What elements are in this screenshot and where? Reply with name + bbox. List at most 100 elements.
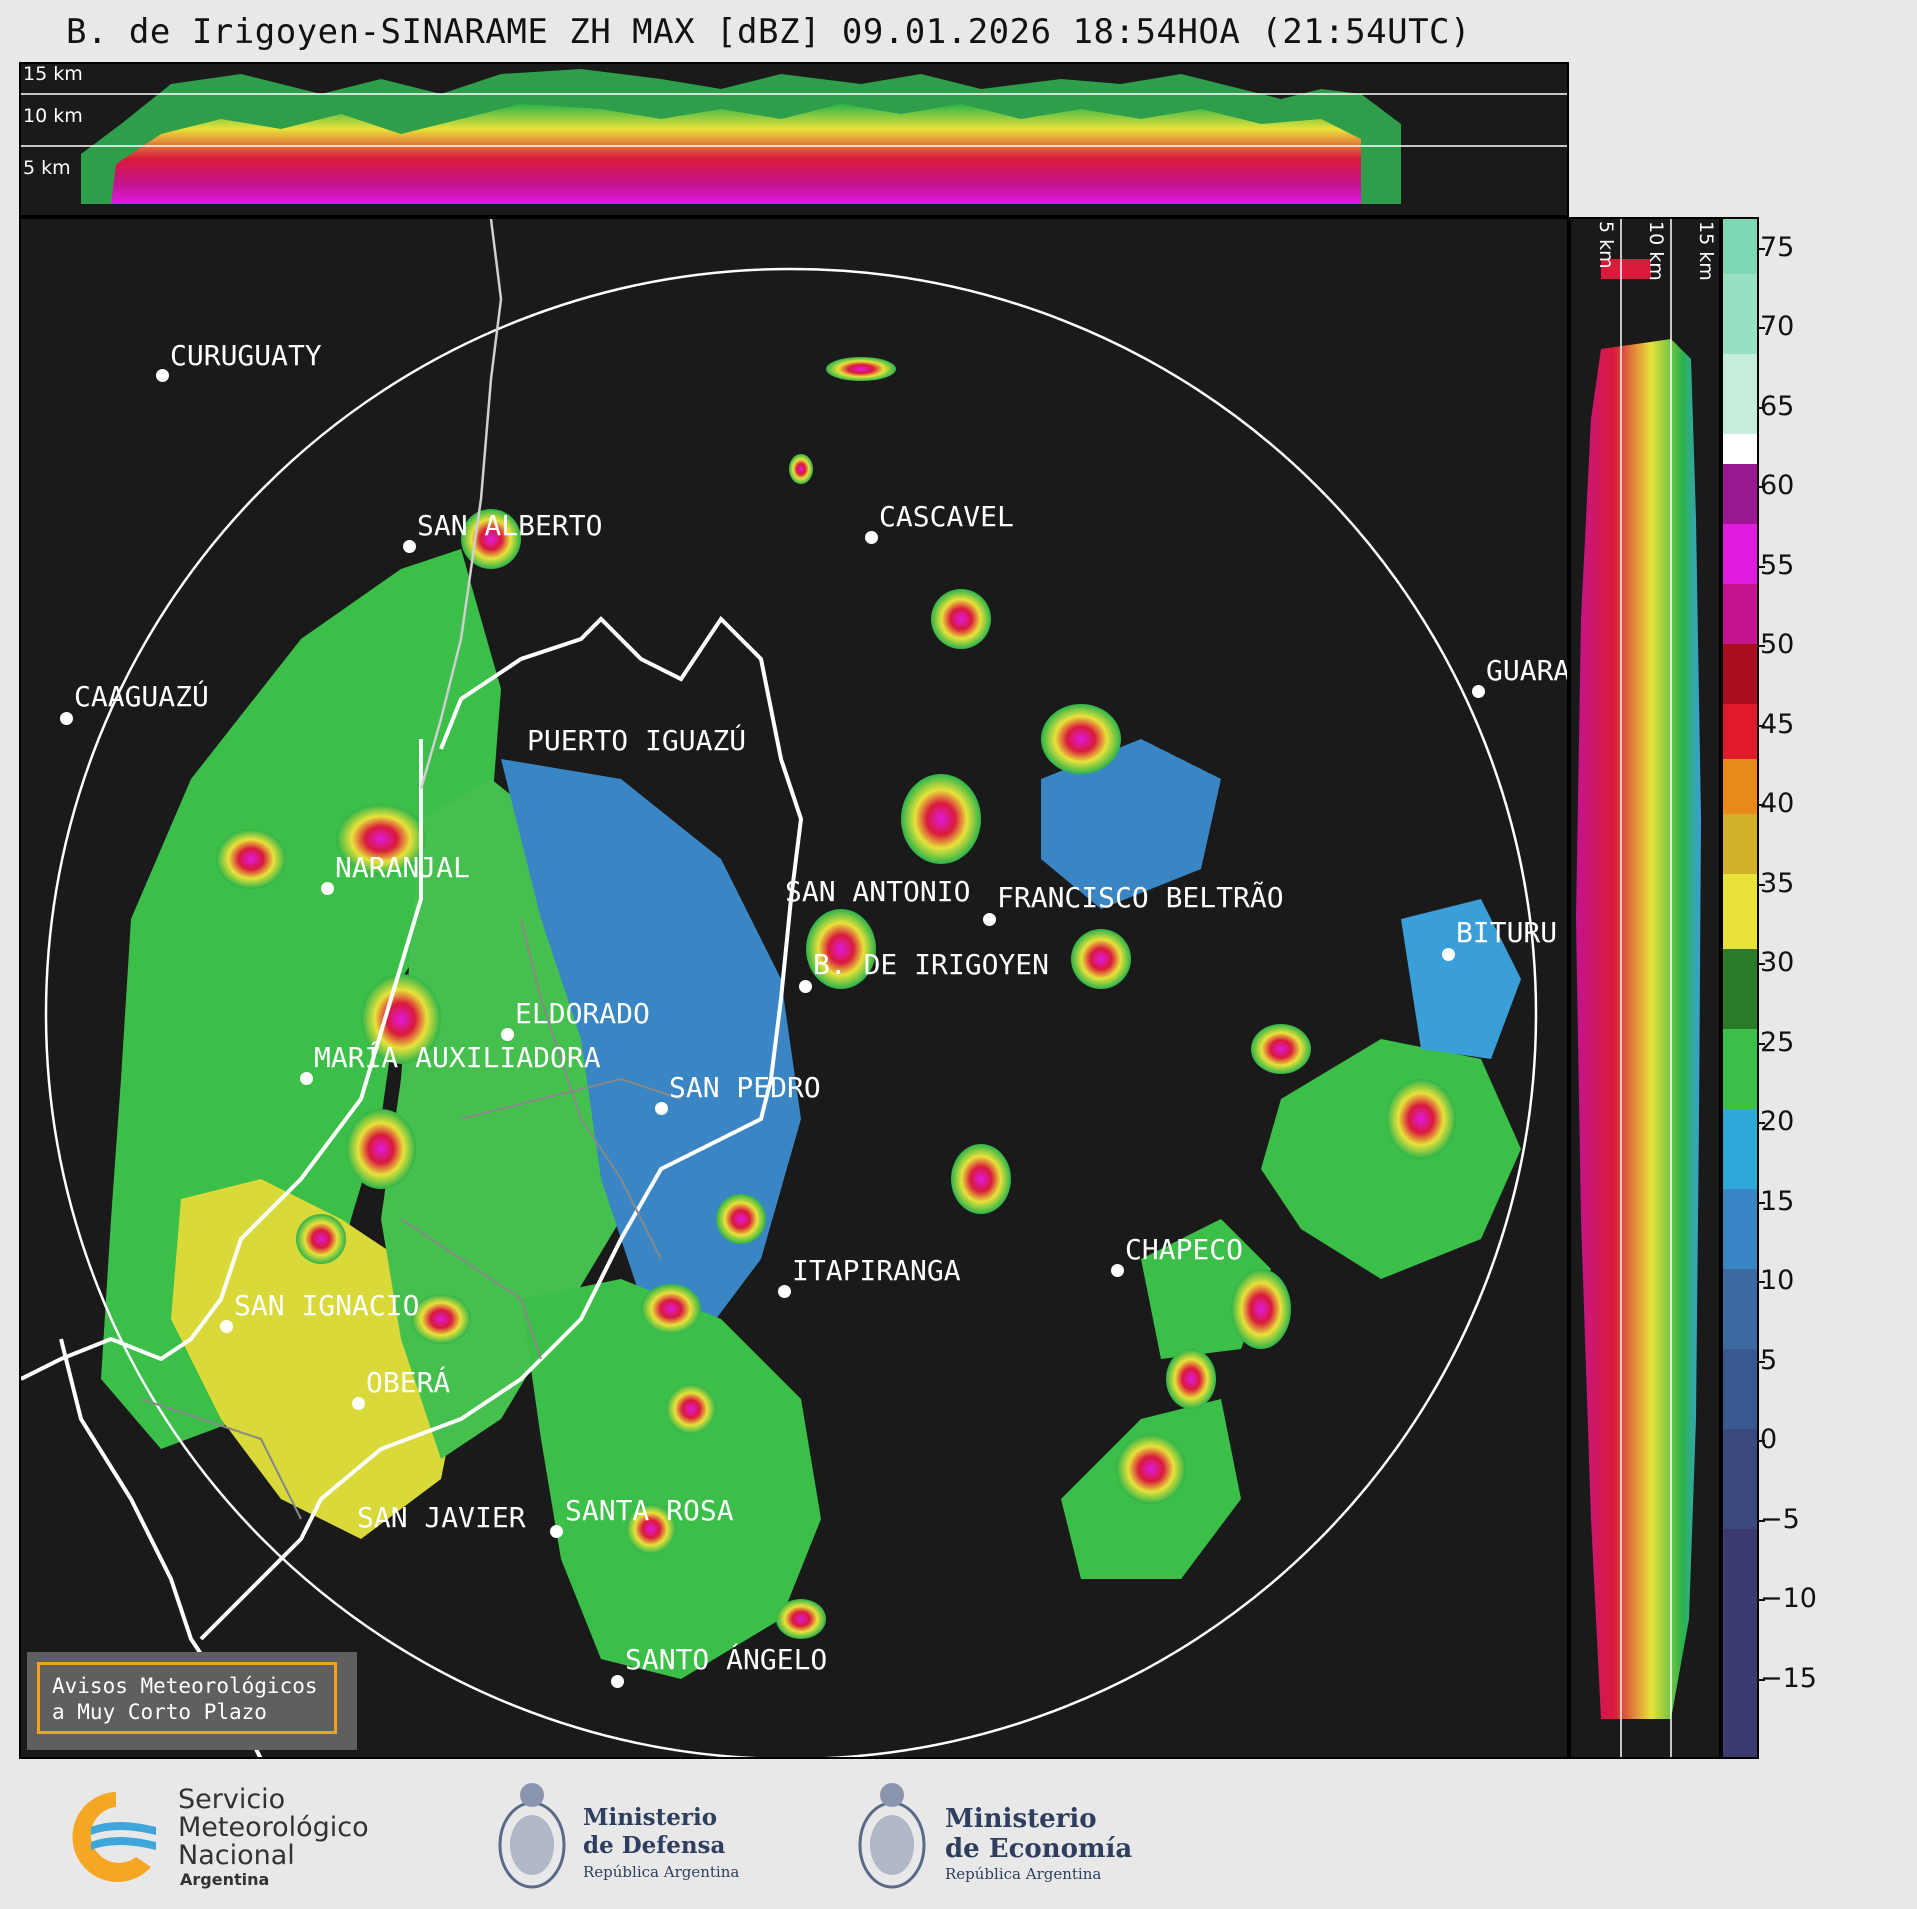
colorbar-tick-mark xyxy=(1757,883,1765,886)
colorbar-tick-label: 0 xyxy=(1760,1424,1778,1456)
city-dot-santo-angelo xyxy=(611,1675,624,1688)
city-label-curuguaty: CURUGUATY xyxy=(170,339,322,372)
colorbar-tick-mark xyxy=(1757,1519,1765,1522)
colorbar-tick-label: 55 xyxy=(1760,549,1795,581)
city-label-puerto-iguazu: PUERTO IGUAZÚ xyxy=(527,724,747,757)
colorbar-tick-mark xyxy=(1757,327,1765,330)
colorbar-tick-mark xyxy=(1757,804,1765,807)
economia-text-2: de Economía xyxy=(945,1834,1133,1864)
alert-line-1: Avisos Meteorológicos xyxy=(52,1674,318,1698)
city-label-naranjal: NARANJAL xyxy=(335,851,470,884)
colorbar-tick-label: 65 xyxy=(1760,390,1795,422)
colorbar-tick-label: 70 xyxy=(1760,311,1795,343)
colorbar-tick-label: 25 xyxy=(1760,1026,1795,1058)
smn-text-3: Nacional xyxy=(178,1840,295,1871)
defensa-text-3: República Argentina xyxy=(583,1863,740,1881)
colorbar-tick-label: 35 xyxy=(1760,867,1795,899)
city-dot-guara xyxy=(1472,685,1485,698)
city-label-san-antonio: SAN ANTONIO xyxy=(785,875,971,908)
colorbar-tick-label: 50 xyxy=(1760,629,1795,661)
radar-echoes xyxy=(21,219,1538,1757)
city-label-santa-rosa: SANTA ROSA xyxy=(565,1494,734,1527)
top-cross-section-echoes xyxy=(21,69,1567,204)
defensa-seal-icon xyxy=(498,1783,566,1889)
colorbar-tick-mark xyxy=(1757,963,1765,966)
city-label-santo-angelo: SANTO ÁNGELO xyxy=(625,1643,828,1676)
city-label-san-alberto: SAN ALBERTO xyxy=(417,509,603,542)
economia-text-1: Ministerio xyxy=(945,1804,1097,1834)
side-cross-section: 5 km 10 km 15 km xyxy=(1569,217,1721,1759)
city-label-guara: GUARA xyxy=(1486,654,1569,687)
city-label-san-pedro: SAN PEDRO xyxy=(669,1071,821,1104)
alert-box[interactable]: Avisos Meteorológicos a Muy Corto Plazo xyxy=(27,1652,357,1750)
economia-text-3: República Argentina xyxy=(945,1865,1102,1883)
smn-text-1: Servicio xyxy=(178,1784,286,1815)
city-dot-maria-auxiliadora xyxy=(300,1072,313,1085)
colorbar-tick-mark xyxy=(1757,1042,1765,1045)
colorbar-tick-mark xyxy=(1757,724,1765,727)
smn-text-2: Meteorológico xyxy=(178,1812,369,1843)
page-title: B. de Irigoyen-SINARAME ZH MAX [dBZ] 09.… xyxy=(66,12,1471,52)
colorbar-tick-mark xyxy=(1757,486,1765,489)
city-dot-obera xyxy=(352,1397,365,1410)
city-dot-san-alberto xyxy=(403,540,416,553)
city-label-san-javier: SAN JAVIER xyxy=(357,1501,526,1534)
side-cross-section-echoes xyxy=(1576,219,1701,1757)
colorbar-tick-mark xyxy=(1757,1122,1765,1125)
side-altitude-15km: 15 km xyxy=(1695,221,1717,281)
city-dot-itapiranga xyxy=(778,1285,791,1298)
colorbar-tick-label: 20 xyxy=(1760,1106,1795,1138)
colorbar-tick-label: −10 xyxy=(1760,1583,1817,1615)
colorbar-tick-label: 30 xyxy=(1760,947,1795,979)
colorbar-tick-label: 45 xyxy=(1760,708,1795,740)
colorbar-tick-mark xyxy=(1757,1360,1765,1363)
city-dot-san-ignacio xyxy=(220,1320,233,1333)
city-dot-san-pedro xyxy=(655,1102,668,1115)
smn-text-4: Argentina xyxy=(180,1870,270,1889)
city-dot-b-de-irigoyen xyxy=(799,980,812,993)
colorbar xyxy=(1721,217,1759,1759)
colorbar-tick-mark xyxy=(1757,1599,1765,1602)
colorbar-tick-label: −15 xyxy=(1760,1662,1817,1694)
colorbar-gradient xyxy=(1723,219,1757,1757)
smn-logo-icon xyxy=(72,1792,156,1882)
city-label-francisco-beltrao: FRANCISCO BELTRÃO xyxy=(997,881,1284,914)
colorbar-tick-mark xyxy=(1757,565,1765,568)
city-dot-cascavel xyxy=(865,531,878,544)
top-cross-section: 15 km 10 km 5 km xyxy=(19,62,1569,217)
colorbar-tick-label: 5 xyxy=(1760,1344,1778,1376)
colorbar-tick-label: 10 xyxy=(1760,1265,1795,1297)
colorbar-tick-label: 60 xyxy=(1760,470,1795,502)
city-label-maria-auxiliadora: MARÍA AUXILIADORA xyxy=(314,1041,601,1074)
colorbar-tick-mark xyxy=(1757,406,1765,409)
city-label-chapeco: CHAPECO xyxy=(1125,1233,1244,1266)
top-altitude-5km: 5 km xyxy=(23,157,71,179)
colorbar-tick-mark xyxy=(1757,1201,1765,1204)
city-dot-bituru xyxy=(1442,948,1455,961)
colorbar-tick-label: 15 xyxy=(1760,1185,1795,1217)
defensa-text-1: Ministerio xyxy=(583,1804,718,1831)
city-label-bituru: BITURU xyxy=(1456,916,1558,949)
city-dot-caaguazu xyxy=(60,712,73,725)
economia-seal-icon xyxy=(858,1783,926,1889)
top-altitude-10km: 10 km xyxy=(23,105,83,127)
radar-map[interactable]: CURUGUATY SAN ALBERTO CASCAVEL CAAGUAZÚ … xyxy=(19,217,1569,1759)
city-label-itapiranga: ITAPIRANGA xyxy=(792,1254,961,1287)
defensa-text-2: de Defensa xyxy=(583,1832,726,1859)
alert-inner[interactable]: Avisos Meteorológicos a Muy Corto Plazo xyxy=(37,1662,337,1734)
city-dot-francisco-beltrao xyxy=(983,913,996,926)
side-altitude-5km: 5 km xyxy=(1595,221,1617,269)
colorbar-tick-mark xyxy=(1757,1440,1765,1443)
colorbar-tick-mark xyxy=(1757,247,1765,250)
colorbar-tick-label: 40 xyxy=(1760,788,1795,820)
city-dot-naranjal xyxy=(321,882,334,895)
colorbar-tick-mark xyxy=(1757,1678,1765,1681)
city-dot-curuguaty xyxy=(156,369,169,382)
colorbar-tick-label: 75 xyxy=(1760,231,1795,263)
city-label-eldorado: ELDORADO xyxy=(515,997,650,1030)
alert-line-2: a Muy Corto Plazo xyxy=(52,1700,267,1724)
city-label-caaguazu: CAAGUAZÚ xyxy=(74,680,209,713)
city-label-b-de-irigoyen: B. DE IRIGOYEN xyxy=(813,948,1050,981)
city-label-cascavel: CASCAVEL xyxy=(879,500,1014,533)
city-dot-eldorado xyxy=(501,1028,514,1041)
